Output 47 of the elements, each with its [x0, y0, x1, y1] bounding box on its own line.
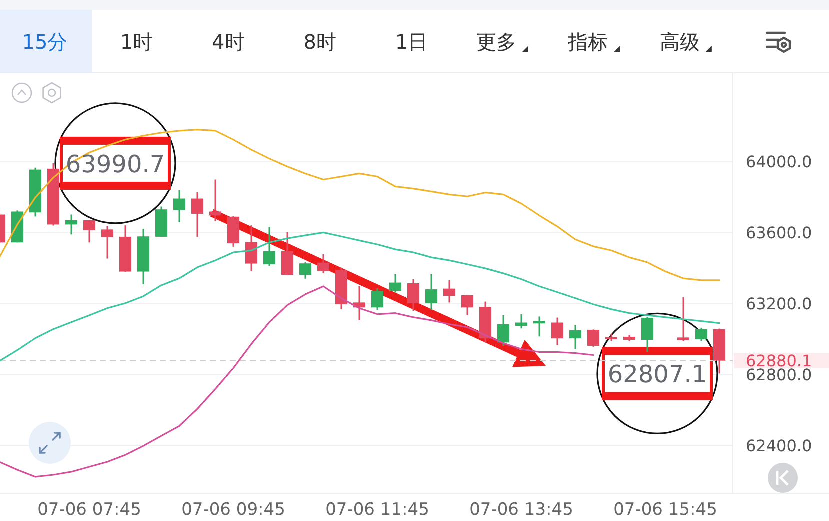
- candlestick: [318, 254, 330, 274]
- candlestick: [498, 314, 510, 347]
- candlestick: [210, 179, 222, 222]
- candlestick: [570, 324, 582, 350]
- x-tick-label: 07-06 07:45: [38, 500, 142, 520]
- x-tick-label: 07-06 11:45: [326, 500, 430, 520]
- line-series: [0, 129, 720, 282]
- candlestick: [462, 294, 474, 316]
- y-tick-label: 62400.0: [746, 436, 812, 456]
- candlestick: [390, 274, 402, 294]
- text: 8时: [304, 30, 336, 54]
- text: 4时: [212, 30, 245, 54]
- text: 更多: [476, 30, 516, 54]
- candlestick: [174, 190, 186, 224]
- line-series: [0, 286, 594, 478]
- candlestick: [534, 316, 546, 338]
- text: 1时: [120, 30, 154, 54]
- candlestick: [426, 274, 438, 311]
- candlestick: [552, 317, 564, 346]
- candlestick: [444, 280, 456, 304]
- y-tick-label: 63600.0: [746, 223, 812, 242]
- candlestick: [588, 328, 600, 348]
- annotation: 63990.7: [66, 150, 166, 178]
- candlestick: [678, 296, 690, 342]
- line-series: [0, 232, 720, 362]
- annotation: 62807.1: [608, 360, 708, 389]
- text: 指标: [567, 30, 608, 54]
- candlestick: [300, 262, 312, 280]
- candlestick: [102, 226, 114, 260]
- candlestick: [264, 226, 276, 268]
- y-tick-label: 64000.0: [746, 152, 812, 172]
- text: 高级: [660, 30, 700, 54]
- candlestick: [408, 278, 420, 312]
- candlestick: [192, 192, 204, 238]
- y-tick-label: 63200.0: [746, 294, 812, 314]
- x-tick-label: 07-06 13:45: [470, 500, 574, 520]
- x-tick-label: 07-06 15:45: [614, 500, 718, 520]
- candlestick: [66, 214, 78, 236]
- candlestick: [246, 224, 258, 272]
- candlestick: [696, 327, 708, 342]
- candlestick: [642, 316, 654, 353]
- text: 1日: [395, 30, 428, 54]
- candlestick: [372, 288, 384, 311]
- text: 15分: [22, 30, 68, 54]
- x-tick-label: 07-06 09:45: [182, 500, 286, 520]
- candlestick: [282, 232, 294, 276]
- candlestick: [84, 219, 96, 244]
